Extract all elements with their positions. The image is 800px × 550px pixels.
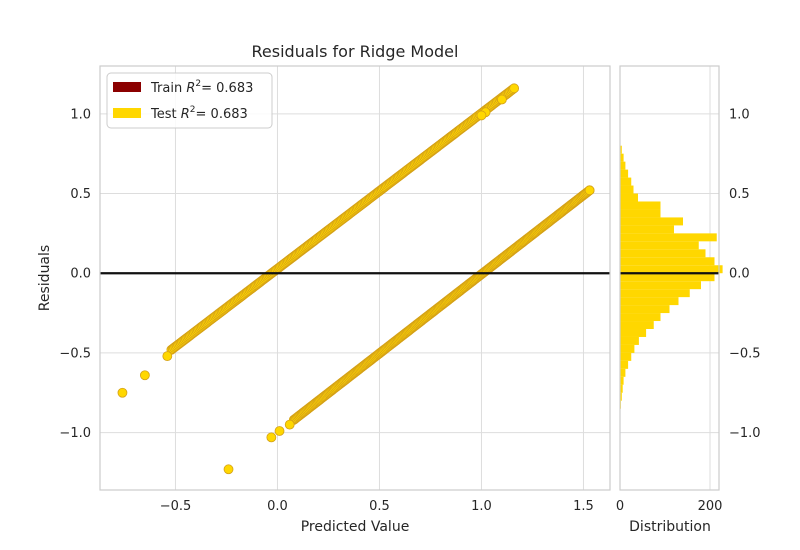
distribution-y-tick-label: 0.5 xyxy=(729,187,750,202)
histogram-bar xyxy=(620,241,699,250)
main-x-ticks: −0.5 0.0 0.5 1.0 1.5 xyxy=(160,499,594,514)
x-tick-label: 0.0 xyxy=(267,499,288,514)
histogram-bar xyxy=(620,336,639,345)
legend-swatch-train xyxy=(113,82,141,92)
x-tick-label: 1.5 xyxy=(573,499,594,514)
histogram-bar xyxy=(620,161,626,170)
y-axis-label: Residuals xyxy=(37,245,53,311)
legend-box xyxy=(106,72,273,129)
distribution-x-ticks: 0 200 xyxy=(616,499,723,514)
histogram-bar xyxy=(620,257,715,266)
histogram-bar xyxy=(620,360,629,369)
histogram-bar xyxy=(620,297,679,306)
distribution-histogram xyxy=(620,145,723,417)
histogram-bar xyxy=(620,329,647,337)
residual-point xyxy=(584,185,595,196)
legend-label-test: Test R2= 0.683 xyxy=(150,105,248,122)
histogram-bar xyxy=(620,384,623,393)
distribution-y-tick-label: −1.0 xyxy=(729,426,761,441)
distribution-x-tick-label: 200 xyxy=(698,499,723,514)
histogram-bar xyxy=(620,145,622,154)
distribution-y-tick-label: 1.0 xyxy=(729,107,750,122)
main-plot-area xyxy=(100,66,610,490)
residual-point xyxy=(266,432,277,443)
histogram-bar xyxy=(620,273,715,282)
residual-point xyxy=(496,94,507,105)
x-axis-label: Predicted Value xyxy=(301,519,410,535)
histogram-bar xyxy=(620,209,661,218)
residual-point xyxy=(509,83,520,94)
histogram-bar xyxy=(620,249,706,258)
histogram-bar xyxy=(620,352,632,361)
distribution-axes: 0 200 −1.0 −0.5 0.0 0.5 1.0 xyxy=(616,65,761,514)
histogram-bar xyxy=(620,376,624,385)
distribution-axis-label: Distribution xyxy=(629,519,711,535)
y-tick-label: −0.5 xyxy=(59,346,91,361)
histogram-bar xyxy=(620,193,638,202)
residual-points xyxy=(117,83,595,475)
distribution-plot-frame xyxy=(619,65,720,491)
x-tick-label: −0.5 xyxy=(160,499,192,514)
y-tick-label: −1.0 xyxy=(59,426,91,441)
histogram-bar xyxy=(620,169,629,178)
residual-point xyxy=(223,464,234,475)
histogram-bar xyxy=(620,201,661,210)
residual-point xyxy=(117,387,128,398)
histogram-bar xyxy=(620,281,701,290)
y-tick-label: 1.0 xyxy=(70,107,91,122)
y-tick-label: 0.0 xyxy=(70,267,91,282)
residual-point xyxy=(274,426,285,436)
x-tick-label: 1.0 xyxy=(471,499,492,514)
legend: Train R2= 0.683 Test R2= 0.683 xyxy=(106,72,273,129)
x-tick-label: 0.5 xyxy=(369,499,390,514)
histogram-bar xyxy=(620,225,674,234)
residual-point xyxy=(162,351,173,362)
histogram-bar xyxy=(620,392,622,401)
histogram-bar xyxy=(620,305,670,314)
legend-label-train: Train R2= 0.683 xyxy=(150,79,253,96)
histogram-bar xyxy=(620,233,717,242)
y-tick-label: 0.5 xyxy=(70,187,91,202)
distribution-x-tick-label: 0 xyxy=(616,499,624,514)
histogram-bar xyxy=(620,313,661,322)
distribution-y-ticks: −1.0 −0.5 0.0 0.5 1.0 xyxy=(729,107,761,441)
legend-swatch-test xyxy=(113,108,141,118)
residual-point xyxy=(139,370,150,381)
residual-point xyxy=(284,419,295,430)
histogram-bar xyxy=(620,265,723,274)
histogram-bar xyxy=(620,344,635,353)
histogram-bar xyxy=(620,177,632,186)
chart-title: Residuals for Ridge Model xyxy=(252,42,459,61)
histogram-bar xyxy=(620,321,654,330)
residual-point xyxy=(476,110,487,121)
main-plot-frame xyxy=(99,65,611,491)
distribution-y-tick-label: −0.5 xyxy=(729,346,761,361)
histogram-bar xyxy=(620,153,624,162)
histogram-bar xyxy=(620,217,683,226)
main-axes: −0.5 0.0 0.5 1.0 1.5 −1.0 −0.5 0.0 0.5 1.0 xyxy=(59,65,611,514)
histogram-bar xyxy=(620,368,626,377)
histogram-bar xyxy=(620,185,634,194)
distribution-y-tick-label: 0.0 xyxy=(729,267,750,282)
main-y-ticks: −1.0 −0.5 0.0 0.5 1.0 xyxy=(59,107,91,441)
histogram-bar xyxy=(620,289,690,298)
